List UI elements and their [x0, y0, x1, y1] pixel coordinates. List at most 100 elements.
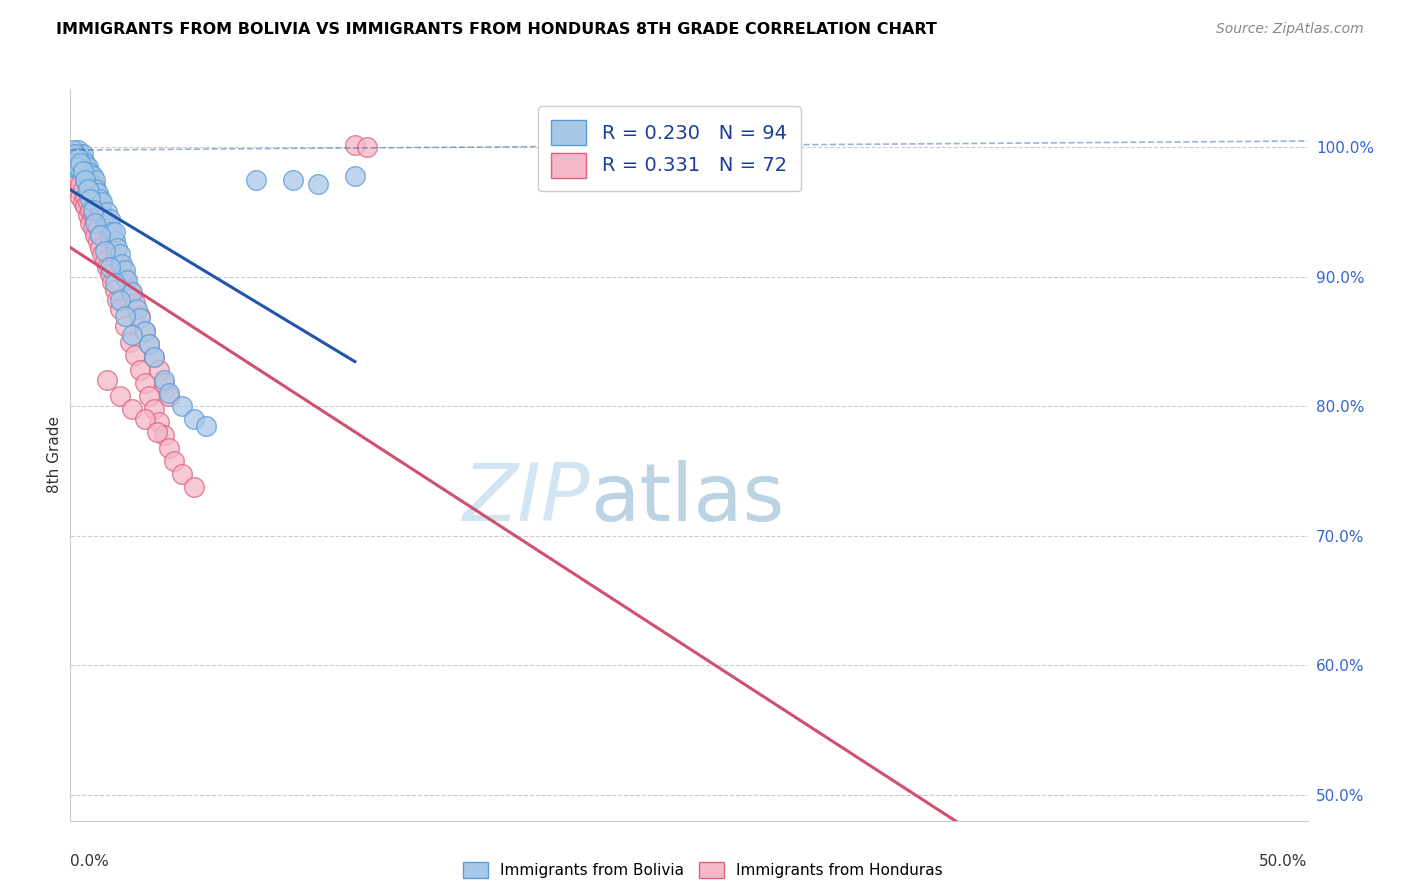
Point: [72, 182, 94, 196]
Point: [65, 156, 87, 170]
Point: [96, 218, 118, 232]
Point: [98, 211, 121, 226]
Point: [65, 156, 87, 170]
Point: [163, 454, 186, 468]
Point: [86, 234, 108, 248]
Point: [62, 147, 84, 161]
Point: [91, 205, 114, 219]
Point: [108, 389, 131, 403]
Point: [121, 328, 143, 343]
Point: [124, 295, 146, 310]
Point: [72, 163, 94, 178]
Point: [79, 166, 101, 180]
Point: [96, 260, 118, 274]
Point: [118, 334, 141, 349]
Point: [115, 272, 138, 286]
Point: [82, 177, 104, 191]
Point: [94, 244, 117, 258]
Point: [146, 425, 169, 440]
Point: [65, 147, 87, 161]
Point: [76, 182, 98, 196]
Point: [183, 480, 205, 494]
Point: [128, 309, 150, 323]
Point: [281, 173, 304, 187]
Point: [104, 283, 127, 297]
Point: [62, 153, 84, 168]
Point: [134, 324, 156, 338]
Point: [82, 202, 104, 217]
Text: 50.0%: 50.0%: [1260, 854, 1308, 869]
Point: [118, 283, 141, 297]
Point: [66, 153, 89, 168]
Point: [307, 177, 329, 191]
Point: [84, 211, 107, 226]
Point: [84, 173, 107, 187]
Point: [79, 202, 101, 217]
Point: [69, 160, 91, 174]
Point: [76, 173, 98, 187]
Point: [66, 153, 89, 168]
Point: [79, 182, 101, 196]
Point: [98, 260, 121, 274]
Point: [91, 194, 114, 209]
Point: [114, 309, 136, 323]
Point: [65, 169, 87, 183]
Point: [128, 311, 150, 326]
Point: [157, 386, 180, 401]
Point: [138, 389, 160, 403]
Point: [75, 173, 97, 187]
Point: [143, 401, 166, 416]
Point: [157, 389, 180, 403]
Legend: Immigrants from Bolivia, Immigrants from Honduras: Immigrants from Bolivia, Immigrants from…: [457, 856, 949, 884]
Point: [108, 246, 131, 260]
Point: [153, 374, 176, 388]
Point: [76, 208, 98, 222]
Point: [69, 189, 91, 203]
Point: [245, 173, 267, 187]
Point: [134, 376, 156, 390]
Point: [69, 153, 91, 168]
Point: [94, 254, 117, 268]
Text: ZIP: ZIP: [463, 459, 591, 538]
Point: [72, 194, 94, 209]
Point: [69, 147, 91, 161]
Point: [138, 337, 160, 351]
Point: [143, 350, 166, 364]
Point: [114, 319, 136, 334]
Point: [66, 156, 89, 170]
Point: [96, 205, 118, 219]
Point: [101, 225, 124, 239]
Point: [128, 363, 150, 377]
Point: [108, 302, 131, 317]
Point: [101, 275, 124, 289]
Point: [62, 143, 84, 157]
Point: [72, 147, 94, 161]
Point: [84, 182, 107, 196]
Point: [134, 324, 156, 338]
Point: [170, 400, 193, 414]
Point: [69, 151, 91, 165]
Point: [91, 246, 114, 260]
Point: [82, 186, 104, 200]
Legend: R = 0.230   N = 94, R = 0.331   N = 72: R = 0.230 N = 94, R = 0.331 N = 72: [538, 106, 801, 191]
Point: [86, 220, 108, 235]
Point: [343, 137, 366, 152]
Point: [76, 179, 98, 194]
Point: [108, 257, 131, 271]
Point: [183, 412, 205, 426]
Point: [195, 418, 218, 433]
Point: [170, 467, 193, 481]
Point: [82, 208, 104, 222]
Point: [79, 192, 101, 206]
Point: [153, 428, 176, 442]
Point: [121, 285, 143, 300]
Point: [104, 244, 127, 258]
Point: [66, 182, 89, 196]
Point: [76, 163, 98, 178]
Point: [66, 151, 89, 165]
Point: [72, 160, 94, 174]
Text: atlas: atlas: [591, 459, 785, 538]
Point: [66, 151, 89, 165]
Point: [75, 199, 97, 213]
Point: [82, 220, 104, 235]
